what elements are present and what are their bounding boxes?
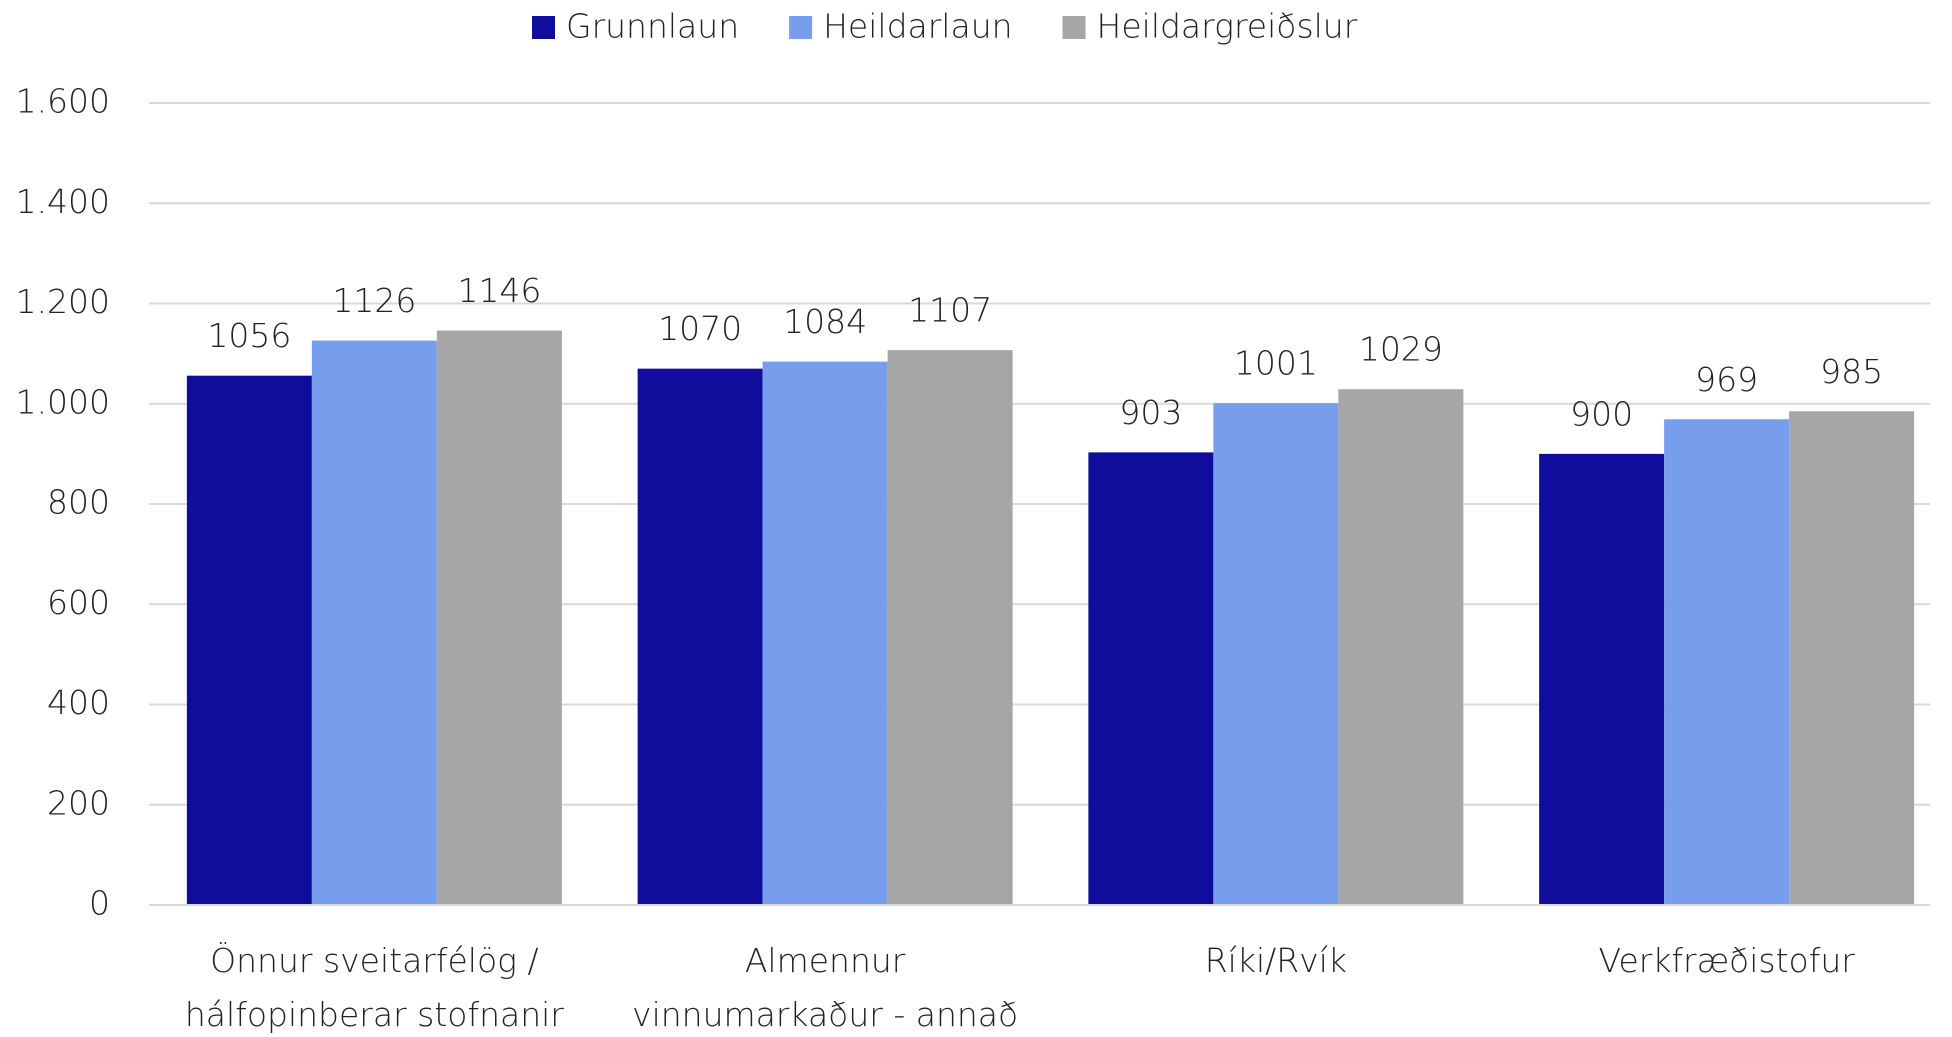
bar (762, 361, 888, 905)
value-label: 1107 (908, 291, 992, 330)
bar (1338, 389, 1464, 905)
bar (436, 330, 562, 905)
x-tick-label: Verkfræðistofur (1598, 941, 1855, 980)
bar (1213, 403, 1339, 905)
value-label: 1126 (332, 281, 416, 320)
value-label: 1001 (1234, 344, 1318, 383)
y-tick-label: 200 (47, 783, 110, 822)
bar (637, 368, 763, 906)
value-label: 1084 (783, 302, 867, 341)
y-tick-label: 1.200 (16, 282, 110, 321)
x-tick-label: Almennur vinnumarkaður - annað (632, 941, 1018, 1034)
y-tick-label: 1.000 (16, 382, 110, 421)
value-label: 1146 (457, 271, 541, 310)
value-label: 1056 (207, 316, 291, 355)
bar (1789, 411, 1915, 905)
legend-swatch (532, 16, 555, 39)
legend-label: Grunnlaun (566, 7, 739, 46)
legend-swatch (789, 16, 813, 39)
legend-label: Heildargreiðslur (1097, 7, 1358, 46)
y-tick-label: 600 (47, 583, 110, 622)
value-label: 1029 (1359, 330, 1443, 369)
y-tick-label: 0 (89, 884, 110, 923)
x-tick-label: Önnur sveitarfélög / hálfopinberar stofna… (185, 941, 564, 1034)
bar (186, 375, 312, 905)
bar (311, 340, 437, 905)
bar (1088, 452, 1214, 905)
value-label: 900 (1570, 394, 1633, 433)
value-label: 1070 (658, 309, 742, 348)
y-tick-label: 800 (47, 483, 110, 522)
legend-label: Heildarlaun (823, 7, 1012, 46)
bar (887, 350, 1013, 906)
y-tick-label: 1.400 (16, 182, 110, 221)
bar (1664, 419, 1790, 905)
y-tick-label: 1.600 (16, 82, 110, 121)
value-label: 985 (1820, 352, 1883, 391)
legend-swatch (1062, 16, 1086, 39)
value-label: 903 (1119, 393, 1182, 432)
x-tick-label: Ríki/Rvík (1205, 941, 1347, 980)
y-tick-label: 400 (47, 683, 110, 722)
value-label: 969 (1695, 360, 1758, 399)
bar (1539, 453, 1665, 905)
